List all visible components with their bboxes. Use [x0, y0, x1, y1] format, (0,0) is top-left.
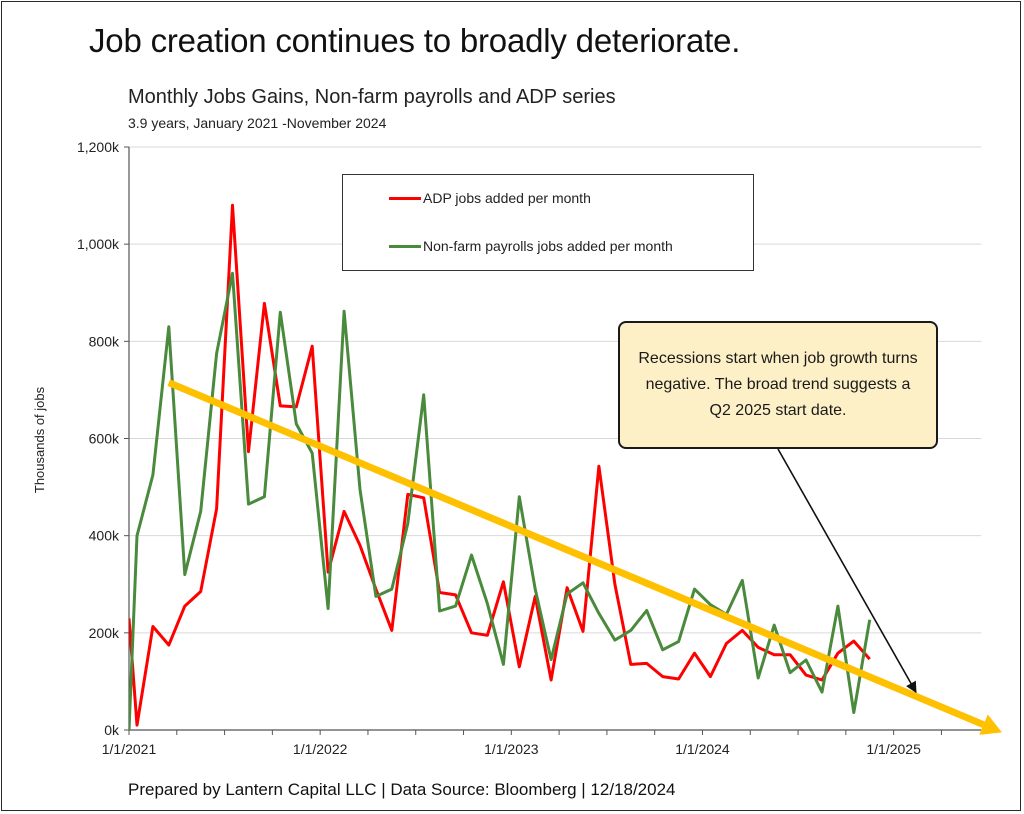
x-tick-label: 1/1/2024	[675, 741, 730, 757]
y-tick-label: 800k	[89, 333, 120, 349]
annotation-text: Recessions start when job growth turns n…	[638, 350, 918, 419]
annotation-arrow	[777, 448, 917, 694]
trend-line	[167, 379, 985, 728]
legend-swatch-nfp	[389, 244, 421, 248]
y-axis-title: Thousands of jobs	[32, 386, 47, 493]
y-tick-label: 0k	[104, 722, 120, 738]
chart-subtitle: 3.9 years, January 2021 -November 2024	[128, 115, 387, 131]
x-tick-label: 1/1/2025	[866, 741, 921, 757]
annotation-callout: Recessions start when job growth turns n…	[618, 321, 938, 449]
legend-label-nfp: Non-farm payrolls jobs added per month	[423, 238, 673, 254]
trend-arrowhead	[979, 714, 1002, 735]
series-lines	[129, 203, 872, 730]
x-tick-label: 1/1/2021	[102, 741, 157, 757]
legend-label-adp: ADP jobs added per month	[423, 190, 591, 206]
y-tick-label: 600k	[89, 431, 120, 447]
y-tick-label: 200k	[89, 625, 120, 641]
trend-line-group	[167, 379, 1002, 735]
y-tick-label: 1,200k	[77, 139, 120, 155]
chart-headline: Job creation continues to broadly deteri…	[89, 22, 741, 59]
x-tick-label: 1/1/2023	[484, 741, 539, 757]
adp-series-line	[129, 203, 871, 727]
x-axis-ticks: 1/1/2021 1/1/2022 1/1/2023 1/1/2024 1/1/2025	[102, 730, 942, 757]
y-tick-label: 400k	[89, 528, 120, 544]
y-axis-ticks: 0k 200k 400k 600k 800k 1,000k 1,200k	[77, 139, 129, 738]
y-tick-label: 1,000k	[77, 236, 120, 252]
chart-title: Monthly Jobs Gains, Non-farm payrolls an…	[128, 86, 616, 108]
source-footer: Prepared by Lantern Capital LLC | Data S…	[128, 780, 676, 799]
legend-item-nfp: Non-farm payrolls jobs added per month	[389, 238, 673, 254]
legend-item-adp: ADP jobs added per month	[389, 190, 591, 206]
nfp-series-line	[129, 271, 872, 730]
x-tick-label: 1/1/2022	[293, 741, 348, 757]
legend-swatch-adp	[389, 196, 421, 200]
legend: ADP jobs added per month Non-farm payrol…	[342, 174, 754, 271]
annotation-arrow-group	[777, 448, 917, 694]
